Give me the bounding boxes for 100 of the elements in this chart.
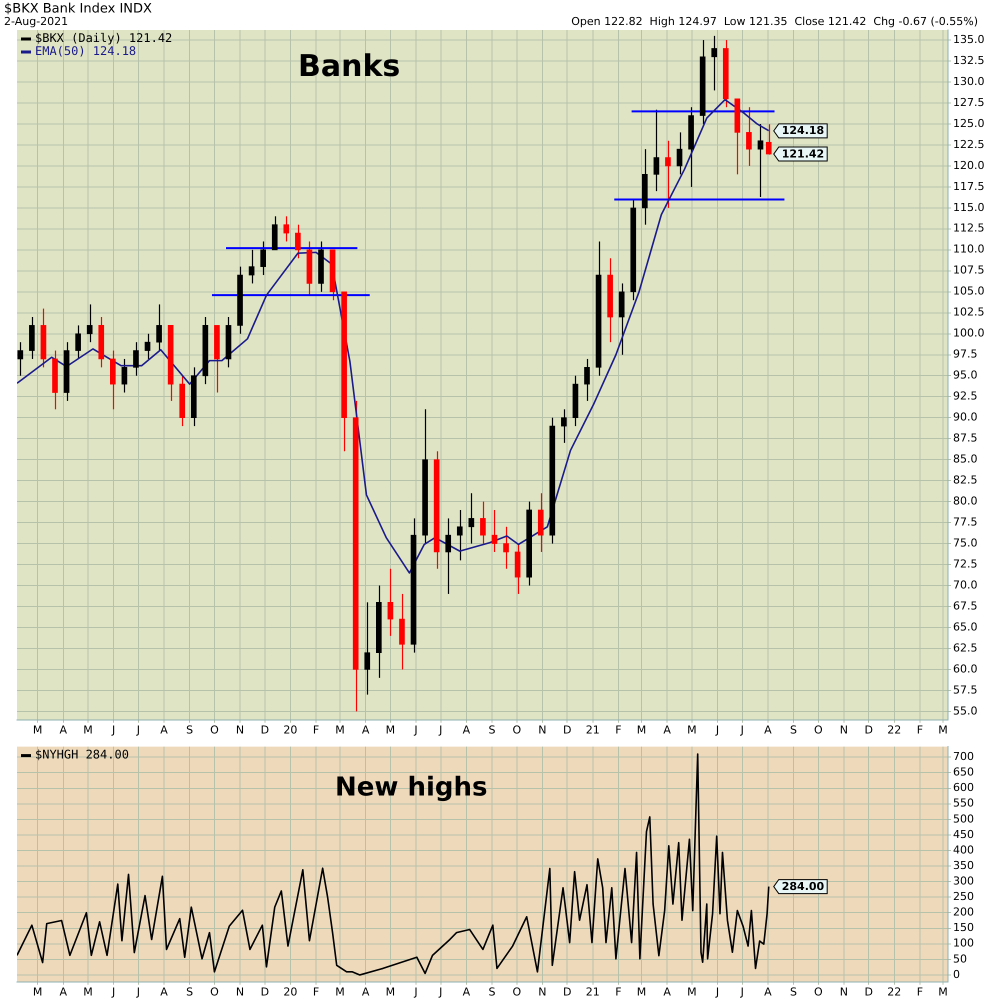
x-tick-label: A bbox=[362, 723, 370, 736]
x-tick-label: J bbox=[438, 723, 442, 736]
y-tick-label: 135.0 bbox=[953, 32, 984, 46]
x-tick-label: A bbox=[59, 723, 68, 736]
y-tick-label: 102.5 bbox=[953, 306, 984, 319]
x-tick-label: O bbox=[512, 985, 522, 998]
x-tick-label: O bbox=[210, 723, 220, 736]
candlestick bbox=[260, 240, 266, 276]
x-tick-label: M bbox=[636, 723, 646, 736]
candlestick bbox=[676, 132, 682, 175]
y-tick-label: 500 bbox=[953, 812, 974, 826]
x-tick-label: S bbox=[186, 985, 194, 998]
x-tick-label: A bbox=[764, 723, 772, 736]
x-tick-label: A bbox=[663, 723, 672, 736]
x-tick-label: S bbox=[186, 723, 194, 736]
candlestick bbox=[75, 324, 81, 360]
candlestick bbox=[746, 106, 752, 167]
candlestick bbox=[283, 216, 290, 242]
y-tick-label: 100.0 bbox=[953, 326, 984, 340]
y-tick-label: 75.0 bbox=[953, 536, 978, 550]
y-tick-label: 97.5 bbox=[953, 348, 978, 361]
y-tick-label: 87.5 bbox=[953, 432, 978, 445]
y-tick-label: 125.0 bbox=[953, 116, 984, 130]
y-tick-label: 115.0 bbox=[953, 200, 984, 214]
x-tick-label: F bbox=[615, 723, 622, 736]
candlestick bbox=[388, 568, 394, 636]
x-tick-label: N bbox=[236, 985, 244, 998]
x-tick-label: 20 bbox=[283, 985, 298, 998]
x-tick-label: J bbox=[714, 723, 720, 736]
y-tick-label: 300 bbox=[953, 874, 974, 888]
y-tick-label: 92.5 bbox=[953, 390, 978, 403]
x-tick-label: D bbox=[260, 723, 270, 736]
x-tick-label: A bbox=[462, 985, 471, 998]
x-tick-label: D bbox=[562, 723, 572, 736]
x-tick-label: A bbox=[663, 985, 672, 998]
y-tick-label: 110.0 bbox=[953, 242, 984, 256]
x-tick-label: S bbox=[790, 985, 798, 998]
x-tick-label: N bbox=[840, 723, 848, 736]
candlestick bbox=[758, 123, 764, 198]
text: 2-Aug-2021 bbox=[4, 14, 68, 28]
y-tick-label: 85.0 bbox=[953, 452, 978, 466]
y-tick-label: 250 bbox=[953, 890, 974, 904]
x-tick-label: O bbox=[512, 723, 522, 736]
x-tick-label: M bbox=[386, 985, 396, 998]
candlestick bbox=[295, 224, 301, 259]
annotation: 284.00 bbox=[782, 880, 825, 893]
candlestick bbox=[86, 304, 93, 343]
x-tick-label: M bbox=[687, 985, 697, 998]
x-tick-label: S bbox=[488, 723, 496, 736]
annotation: 124.18 bbox=[782, 124, 824, 138]
x-tick-label: 22 bbox=[887, 723, 902, 736]
y-tick-label: 130.0 bbox=[953, 74, 984, 88]
x-tick-label: M bbox=[83, 723, 93, 736]
y-tick-label: 450 bbox=[953, 828, 974, 841]
x-tick-label: O bbox=[814, 985, 823, 998]
x-tick-label: N bbox=[236, 723, 244, 736]
x-tick-label: M bbox=[32, 985, 42, 998]
x-tick-label: 21 bbox=[586, 985, 600, 998]
x-tick-label: M bbox=[32, 723, 42, 736]
y-tick-label: 65.0 bbox=[953, 620, 978, 634]
x-tick-label: J bbox=[413, 985, 418, 998]
y-tick-label: 600 bbox=[953, 781, 974, 794]
y-tick-label: 90.0 bbox=[953, 410, 978, 424]
candlestick bbox=[711, 35, 718, 92]
x-tick-label: 22 bbox=[887, 985, 902, 998]
annotation: 121.42 bbox=[782, 147, 824, 160]
x-tick-label: A bbox=[764, 985, 772, 998]
x-tick-label: A bbox=[462, 723, 471, 736]
x-tick-label: M bbox=[636, 985, 646, 998]
y-tick-label: 650 bbox=[953, 766, 974, 779]
candlestick bbox=[456, 509, 463, 561]
candlestick bbox=[665, 140, 671, 209]
x-tick-label: D bbox=[260, 985, 270, 998]
legend-label: $BKX (Daily) 121.42 bbox=[35, 31, 172, 46]
y-tick-label: 132.5 bbox=[953, 54, 984, 67]
y-tick-label: 400 bbox=[953, 843, 974, 856]
x-tick-label: D bbox=[864, 723, 873, 736]
y-tick-label: 60.0 bbox=[953, 662, 978, 676]
text: New highs bbox=[335, 772, 488, 802]
x-tick-label: J bbox=[740, 985, 744, 998]
y-tick-label: 0 bbox=[953, 968, 960, 981]
y-tick-label: 127.5 bbox=[953, 96, 984, 109]
x-tick-label: F bbox=[312, 723, 320, 736]
x-tick-label: N bbox=[840, 985, 848, 998]
legend-label: $NYHGH 284.00 bbox=[35, 748, 129, 762]
y-tick-label: 72.5 bbox=[953, 557, 978, 570]
candlestick bbox=[584, 358, 590, 402]
y-tick-label: 62.5 bbox=[953, 641, 978, 654]
candlestick bbox=[133, 342, 139, 376]
y-tick-label: 67.5 bbox=[953, 599, 978, 612]
y-tick-label: 57.5 bbox=[953, 683, 978, 696]
x-tick-label: J bbox=[714, 985, 720, 998]
candlestick bbox=[144, 333, 150, 360]
y-tick-label: 105.0 bbox=[953, 284, 984, 298]
x-tick-label: J bbox=[111, 985, 116, 998]
text: Banks bbox=[298, 48, 400, 84]
y-tick-label: 95.0 bbox=[953, 368, 978, 382]
x-tick-label: D bbox=[562, 985, 572, 998]
x-tick-label: M bbox=[386, 723, 396, 736]
candlestick bbox=[503, 526, 509, 570]
